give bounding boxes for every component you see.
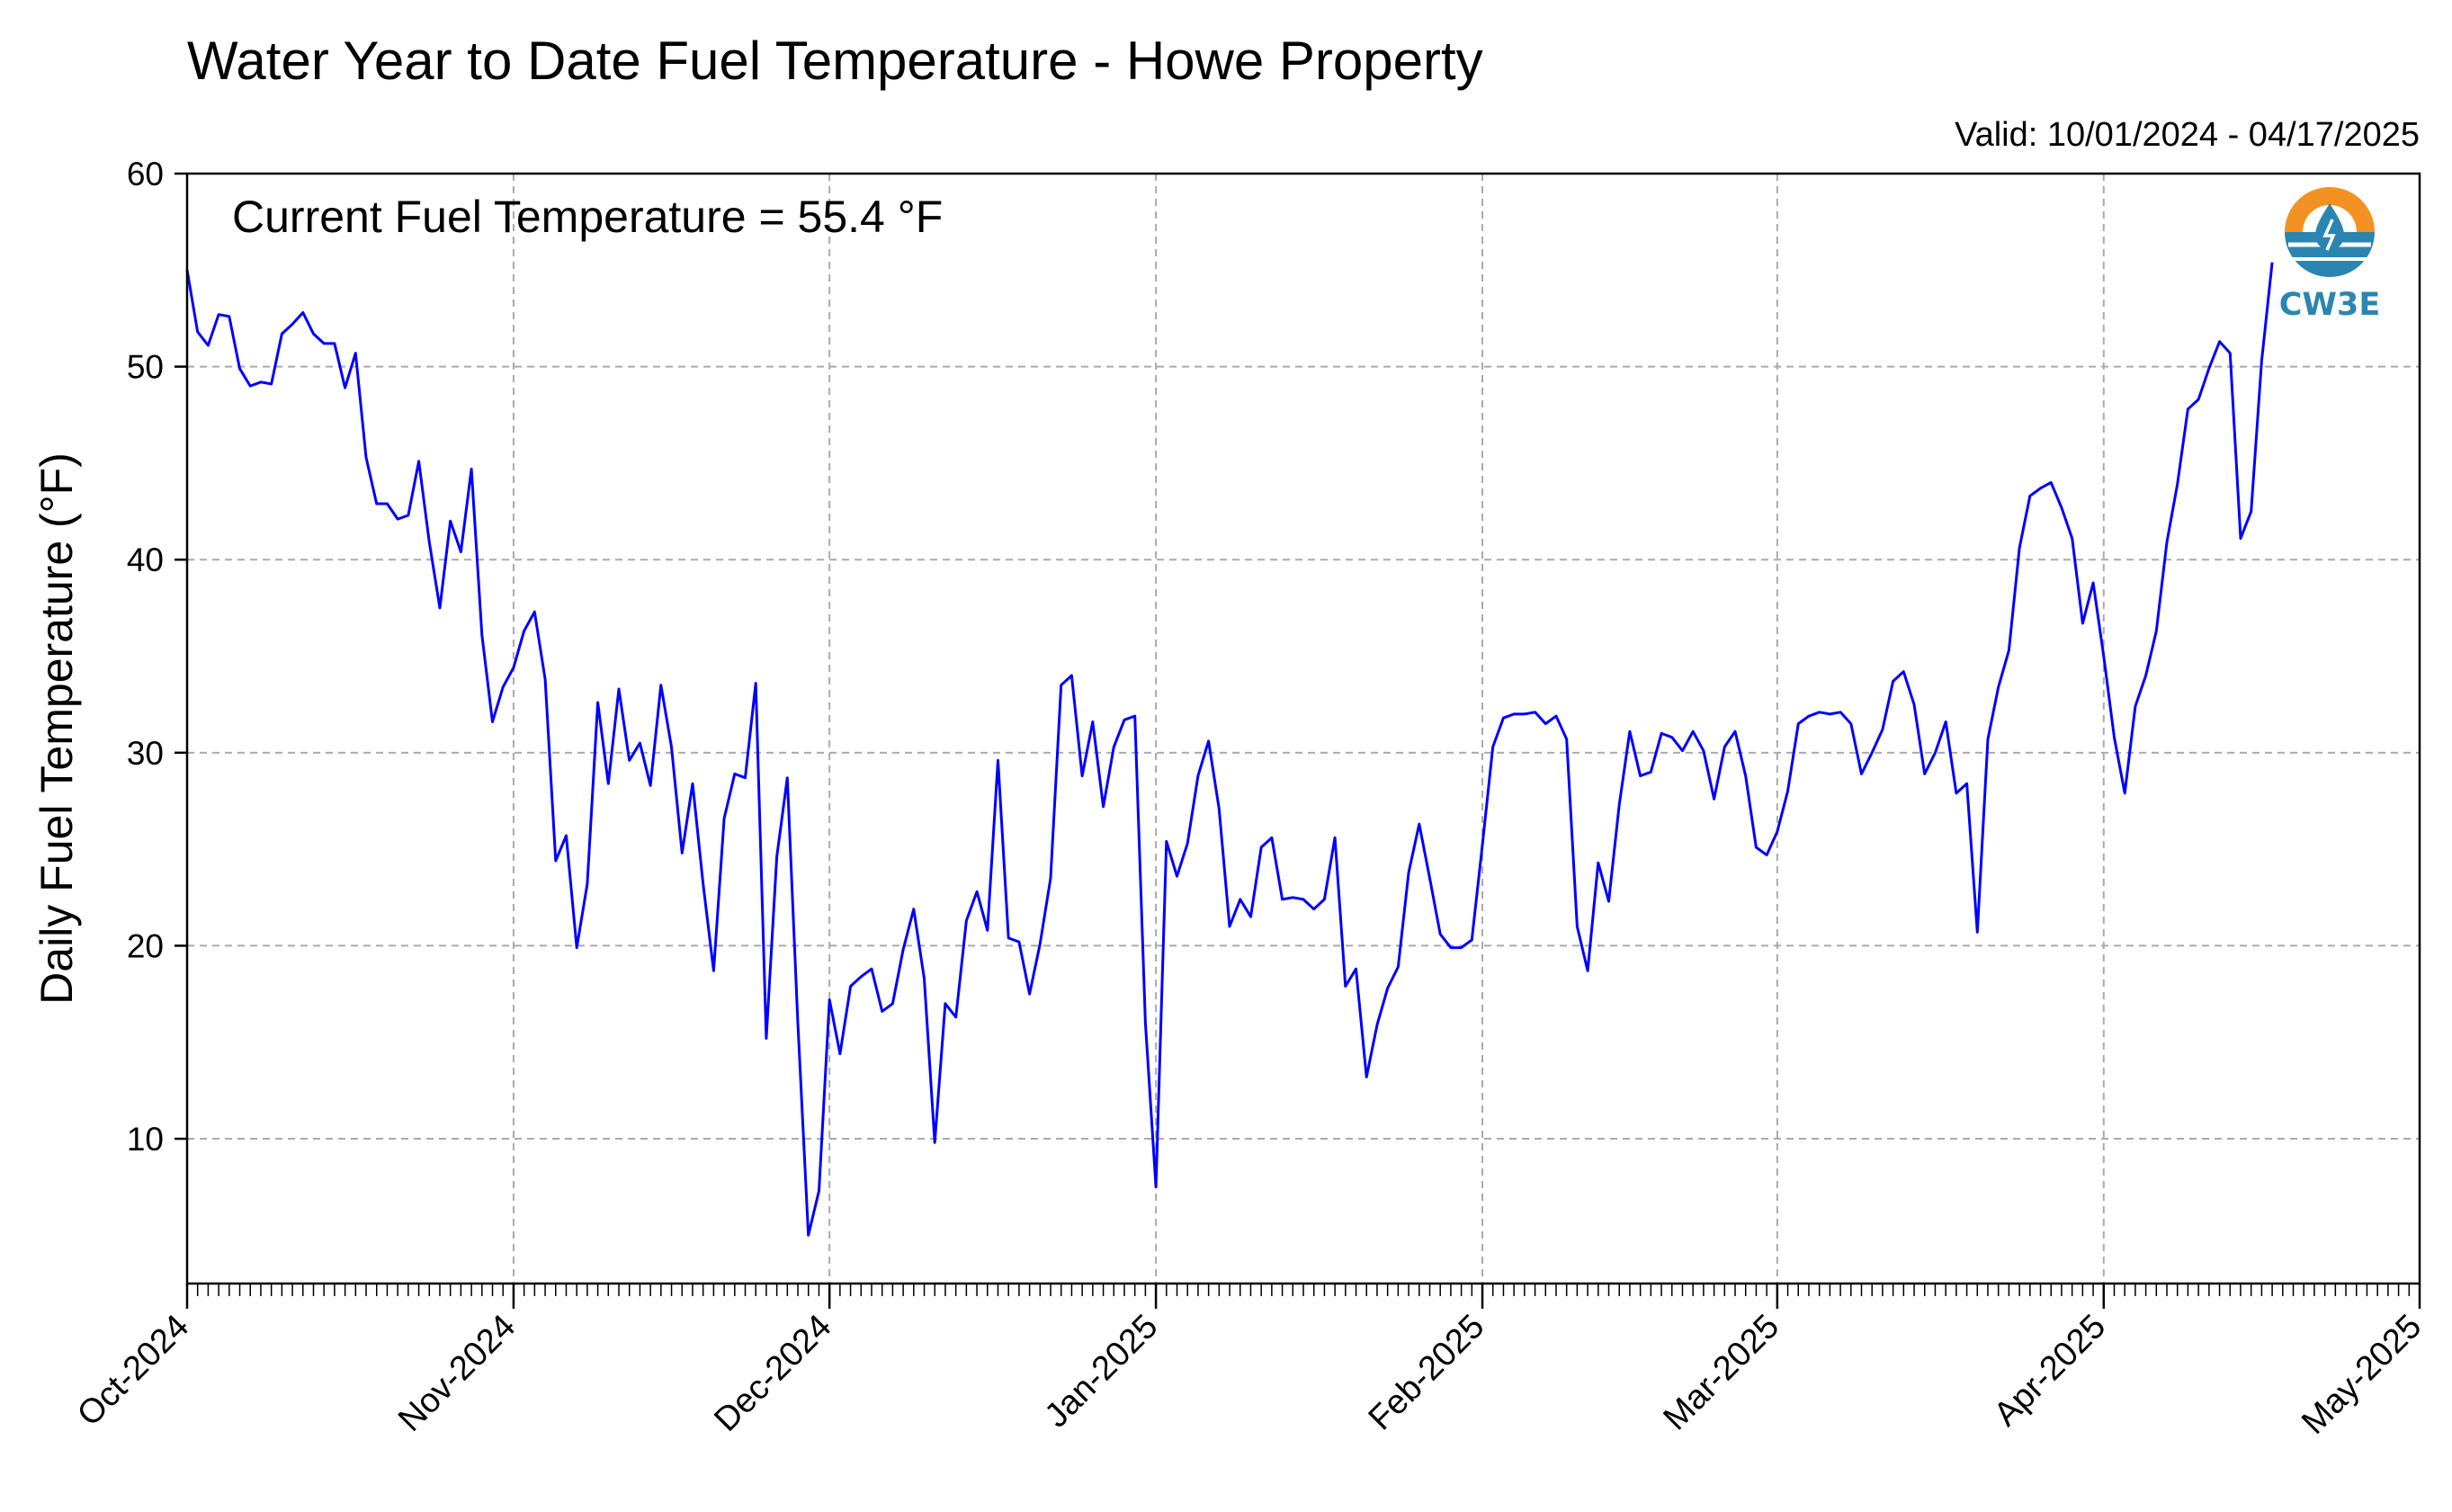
x-tick-label: Oct-2024	[70, 1308, 196, 1434]
cw3e-logo: CW3E	[2279, 187, 2381, 323]
y-axis-label: Daily Fuel Temperature (°F)	[31, 452, 82, 1005]
grid-lines	[187, 174, 2420, 1284]
x-axis-minor-ticks	[186, 1284, 2421, 1296]
x-axis-ticks: Oct-2024 Nov-2024 Dec-2024 Jan-2025 Feb-2025…	[70, 1284, 2429, 1442]
valid-range: Valid: 10/01/2024 - 04/17/2025	[1955, 116, 2420, 154]
y-tick-label: 40	[127, 541, 164, 578]
y-tick-label: 20	[127, 927, 164, 964]
x-tick-label: May-2025	[2295, 1308, 2429, 1442]
x-tick-label: Apr-2025	[1987, 1308, 2113, 1434]
y-axis-ticks: 10 20 30 40 50 60	[127, 156, 187, 1158]
x-tick-label: Jan-2025	[1038, 1308, 1166, 1436]
chart-title: Water Year to Date Fuel Temperature - Ho…	[187, 31, 1483, 91]
plot-frame	[185, 172, 2421, 1285]
y-tick-label: 10	[127, 1121, 164, 1158]
current-temperature-annotation: Current Fuel Temperature = 55.4 °F	[232, 192, 943, 242]
fuel-temperature-line	[185, 262, 2274, 1237]
y-tick-label: 60	[127, 156, 164, 192]
water-drop-icon	[2283, 187, 2376, 281]
x-tick-label: Dec-2024	[707, 1308, 838, 1439]
logo-text: CW3E	[2279, 287, 2381, 323]
y-tick-label: 50	[127, 349, 164, 386]
y-tick-label: 30	[127, 735, 164, 772]
x-tick-label: Nov-2024	[391, 1308, 523, 1439]
x-tick-label: Feb-2025	[1362, 1308, 1492, 1438]
x-tick-label: Mar-2025	[1657, 1308, 1787, 1438]
